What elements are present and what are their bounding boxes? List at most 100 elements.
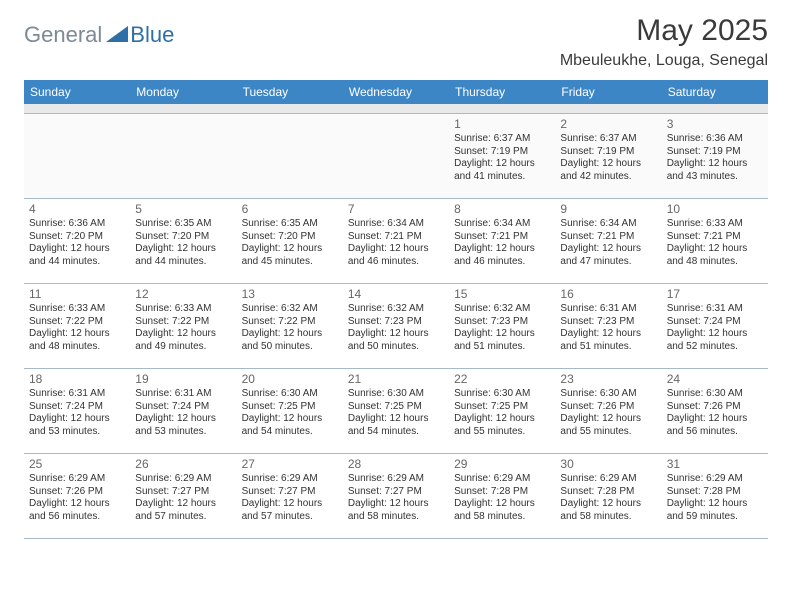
dow-wed: Wednesday (343, 80, 449, 104)
daylight-line: Daylight: 12 hours and 54 minutes. (242, 413, 338, 438)
day-number: 15 (454, 287, 550, 301)
sunset-line: Sunset: 7:23 PM (560, 316, 656, 329)
daylight-line: Daylight: 12 hours and 53 minutes. (29, 413, 125, 438)
sunrise-line: Sunrise: 6:29 AM (348, 473, 444, 486)
day-number: 1 (454, 117, 550, 131)
day-cell: 5Sunrise: 6:35 AMSunset: 7:20 PMDaylight… (130, 199, 236, 283)
day-number: 23 (560, 372, 656, 386)
day-cell: 4Sunrise: 6:36 AMSunset: 7:20 PMDaylight… (24, 199, 130, 283)
daylight-line: Daylight: 12 hours and 50 minutes. (242, 328, 338, 353)
day-number: 29 (454, 457, 550, 471)
sunrise-line: Sunrise: 6:37 AM (454, 133, 550, 146)
daylight-line: Daylight: 12 hours and 47 minutes. (560, 243, 656, 268)
sunrise-line: Sunrise: 6:30 AM (242, 388, 338, 401)
day-number: 20 (242, 372, 338, 386)
day-number: 5 (135, 202, 231, 216)
day-number: 21 (348, 372, 444, 386)
daylight-line: Daylight: 12 hours and 46 minutes. (454, 243, 550, 268)
sunrise-line: Sunrise: 6:34 AM (560, 218, 656, 231)
calendar-grid: Sunday Monday Tuesday Wednesday Thursday… (24, 80, 768, 539)
day-number: 28 (348, 457, 444, 471)
day-cell: 14 Sunrise: 6:32 AMSunset: 7:23 PMDayligh… (343, 284, 449, 368)
day-number: 10 (667, 202, 763, 216)
sunrise-line: Sunrise: 6:35 AM (242, 218, 338, 231)
sunrise-line: Sunrise: 6:31 AM (667, 303, 763, 316)
daylight-line: Daylight: 12 hours and 50 minutes. (348, 328, 444, 353)
month-title: May 2025 (560, 14, 768, 48)
daylight-line: Daylight: 12 hours and 51 minutes. (560, 328, 656, 353)
day-number: 9 (560, 202, 656, 216)
day-cell: 16 Sunrise: 6:31 AMSunset: 7:23 PMDayligh… (555, 284, 661, 368)
day-cell: 20Sunrise: 6:30 AMSunset: 7:25 PMDayligh… (237, 369, 343, 453)
day-number: 7 (348, 202, 444, 216)
day-number: 27 (242, 457, 338, 471)
day-number: 12 (135, 287, 231, 301)
calendar-page: General Blue May 2025 Mbeuleukhe, Louga,… (0, 0, 792, 549)
day-number: 17 (667, 287, 763, 301)
day-cell: 13Sunrise: 6:32 AMSunset: 7:22 PMDayligh… (237, 284, 343, 368)
sunset-line: Sunset: 7:28 PM (454, 486, 550, 499)
day-number: 14 (348, 287, 444, 301)
dow-tue: Tuesday (237, 80, 343, 104)
day-cell: 6Sunrise: 6:35 AMSunset: 7:20 PMDaylight… (237, 199, 343, 283)
day-number: 19 (135, 372, 231, 386)
sunset-line: Sunset: 7:26 PM (667, 401, 763, 414)
day-number: 6 (242, 202, 338, 216)
sunrise-line: Sunrise: 6:29 AM (560, 473, 656, 486)
daylight-line: Daylight: 12 hours and 54 minutes. (348, 413, 444, 438)
sunset-line: Sunset: 7:23 PM (348, 316, 444, 329)
day-number: 4 (29, 202, 125, 216)
daylight-line: Daylight: 12 hours and 53 minutes. (135, 413, 231, 438)
sunset-line: Sunset: 7:24 PM (135, 401, 231, 414)
day-cell: 12Sunrise: 6:33 AMSunset: 7:22 PMDayligh… (130, 284, 236, 368)
sunrise-line: Sunrise: 6:30 AM (348, 388, 444, 401)
sunrise-line: Sunrise: 6:33 AM (667, 218, 763, 231)
location: Mbeuleukhe, Louga, Senegal (560, 52, 768, 70)
day-number: 3 (667, 117, 763, 131)
week-row: 4Sunrise: 6:36 AMSunset: 7:20 PMDaylight… (24, 199, 768, 284)
sunset-line: Sunset: 7:27 PM (242, 486, 338, 499)
day-number: 16 (560, 287, 656, 301)
day-cell: 10Sunrise: 6:33 AMSunset: 7:21 PMDayligh… (662, 199, 768, 283)
sunset-line: Sunset: 7:21 PM (667, 231, 763, 244)
sunrise-line: Sunrise: 6:31 AM (560, 303, 656, 316)
day-number: 25 (29, 457, 125, 471)
day-cell: 28Sunrise: 6:29 AMSunset: 7:27 PMDayligh… (343, 454, 449, 538)
sunrise-line: Sunrise: 6:31 AM (135, 388, 231, 401)
sunset-line: Sunset: 7:19 PM (454, 146, 550, 159)
day-cell: 7Sunrise: 6:34 AMSunset: 7:21 PMDaylight… (343, 199, 449, 283)
sunset-line: Sunset: 7:25 PM (348, 401, 444, 414)
sunrise-line: Sunrise: 6:32 AM (348, 303, 444, 316)
sunrise-line: Sunrise: 6:34 AM (348, 218, 444, 231)
dow-thu: Thursday (449, 80, 555, 104)
daylight-line: Daylight: 12 hours and 58 minutes. (454, 498, 550, 523)
day-cell: 9Sunrise: 6:34 AMSunset: 7:21 PMDaylight… (555, 199, 661, 283)
day-number: 11 (29, 287, 125, 301)
sunset-line: Sunset: 7:20 PM (135, 231, 231, 244)
header-row: General Blue May 2025 Mbeuleukhe, Louga,… (24, 14, 768, 70)
week-row: 25Sunrise: 6:29 AMSunset: 7:26 PMDayligh… (24, 454, 768, 539)
sunrise-line: Sunrise: 6:30 AM (667, 388, 763, 401)
daylight-line: Daylight: 12 hours and 52 minutes. (667, 328, 763, 353)
logo: General Blue (24, 14, 174, 48)
empty-cell (130, 114, 236, 198)
sunrise-line: Sunrise: 6:29 AM (667, 473, 763, 486)
sunrise-line: Sunrise: 6:33 AM (135, 303, 231, 316)
sunrise-line: Sunrise: 6:32 AM (454, 303, 550, 316)
sunrise-line: Sunrise: 6:35 AM (135, 218, 231, 231)
day-cell: 30Sunrise: 6:29 AMSunset: 7:28 PMDayligh… (555, 454, 661, 538)
daylight-line: Daylight: 12 hours and 58 minutes. (348, 498, 444, 523)
dow-row: Sunday Monday Tuesday Wednesday Thursday… (24, 80, 768, 104)
sunset-line: Sunset: 7:24 PM (29, 401, 125, 414)
day-number: 24 (667, 372, 763, 386)
sunrise-line: Sunrise: 6:30 AM (454, 388, 550, 401)
sunset-line: Sunset: 7:19 PM (560, 146, 656, 159)
daylight-line: Daylight: 12 hours and 58 minutes. (560, 498, 656, 523)
daylight-line: Daylight: 12 hours and 51 minutes. (454, 328, 550, 353)
daylight-line: Daylight: 12 hours and 56 minutes. (667, 413, 763, 438)
day-number: 30 (560, 457, 656, 471)
sunset-line: Sunset: 7:28 PM (667, 486, 763, 499)
sunset-line: Sunset: 7:20 PM (29, 231, 125, 244)
day-number: 31 (667, 457, 763, 471)
day-cell: 3Sunrise: 6:36 AMSunset: 7:19 PMDaylight… (662, 114, 768, 198)
